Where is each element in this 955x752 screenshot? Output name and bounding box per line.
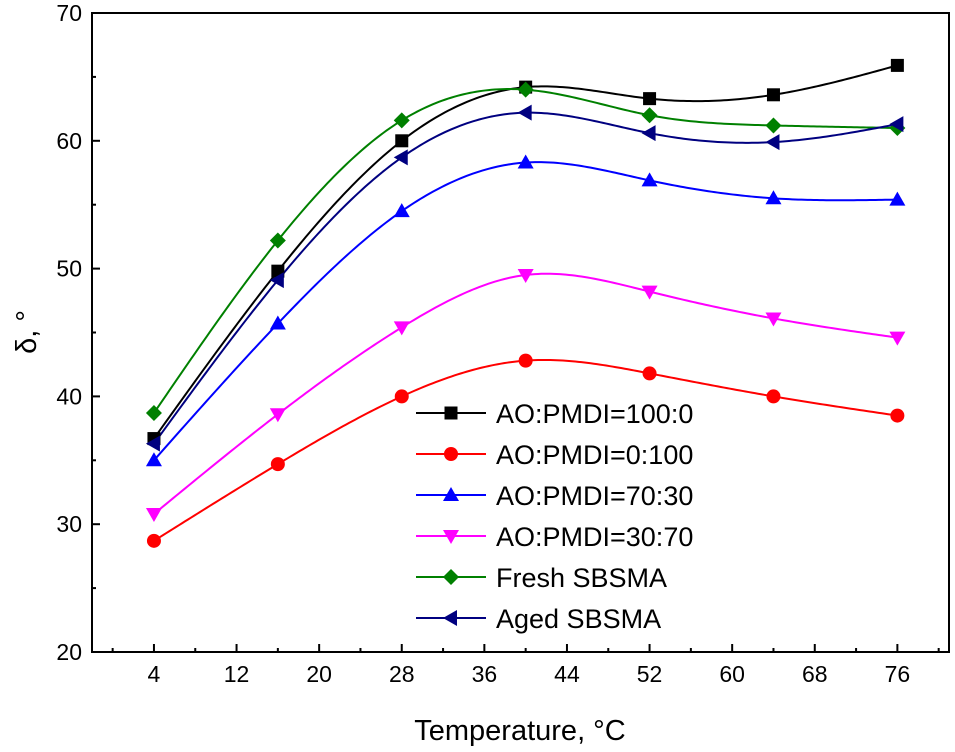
data-point: [766, 389, 781, 404]
y-axis-title: δ, °: [11, 310, 43, 354]
legend-label: AO:PMDI=70:30: [496, 481, 693, 511]
x-tick-label: 28: [389, 661, 415, 687]
data-point: [517, 268, 534, 283]
y-tick-label: 30: [56, 511, 82, 537]
data-point: [395, 134, 409, 148]
legend-marker: [444, 406, 458, 420]
data-point: [641, 125, 656, 142]
data-point: [765, 117, 782, 134]
legend-label: AO:PMDI=100:0: [496, 399, 693, 429]
data-point: [641, 285, 658, 300]
series-line-3: [153, 272, 898, 515]
legend: AO:PMDI=100:0 AO:PMDI=0:100 AO:PMDI=70:30 A…: [416, 399, 693, 634]
legend-marker: [444, 447, 458, 461]
legend-marker: [443, 569, 459, 585]
y-axis-ticks: 20 30 40 50 60 70: [56, 0, 100, 665]
data-point: [642, 366, 657, 381]
data-point: [393, 203, 410, 218]
data-point: [393, 321, 410, 336]
data-point: [641, 172, 658, 187]
data-point: [517, 81, 534, 98]
x-axis-title: Temperature, °C: [414, 715, 625, 747]
data-point: [643, 92, 657, 106]
data-point: [269, 272, 284, 289]
series-line-0: [153, 64, 898, 440]
data-point: [517, 154, 534, 169]
legend-label: Aged SBSMA: [496, 604, 661, 634]
data-point: [766, 88, 780, 102]
x-tick-label: 12: [224, 661, 250, 687]
legend-marker: [443, 487, 459, 501]
data-point: [889, 191, 906, 206]
legend-label: Fresh SBSMA: [496, 563, 667, 593]
y-tick-label: 60: [56, 128, 82, 154]
data-point: [269, 408, 286, 423]
y-tick-label: 20: [56, 639, 82, 665]
data-point: [641, 107, 658, 124]
data-point: [890, 58, 904, 72]
data-point: [145, 435, 160, 452]
x-tick-label: 68: [802, 661, 828, 687]
legend-label: AO:PMDI=0:100: [496, 440, 693, 470]
data-point: [269, 232, 286, 249]
data-point: [270, 457, 285, 472]
data-point: [765, 134, 780, 151]
data-point: [393, 149, 408, 166]
data-point: [145, 452, 162, 467]
y-tick-label: 40: [56, 383, 82, 409]
x-axis-ticks: 4 12 20 28 36 44 52 60 68 76: [111, 644, 940, 687]
x-tick-label: 52: [637, 661, 663, 687]
data-point: [145, 405, 162, 422]
data-point: [146, 533, 161, 548]
y-tick-label: 50: [56, 256, 82, 282]
x-tick-label: 36: [472, 661, 498, 687]
data-point: [394, 389, 409, 404]
x-tick-label: 76: [885, 661, 911, 687]
data-point: [518, 353, 533, 368]
y-tick-label: 70: [56, 0, 82, 26]
data-point: [765, 312, 782, 327]
series-markers: [145, 58, 906, 548]
legend-label: AO:PMDI=30:70: [496, 522, 693, 552]
data-point: [889, 331, 906, 346]
data-point: [393, 112, 410, 129]
legend-marker: [443, 610, 457, 626]
x-tick-label: 60: [719, 661, 745, 687]
x-tick-label: 44: [554, 661, 580, 687]
plot-frame: [91, 12, 950, 653]
x-tick-label: 4: [148, 661, 161, 687]
data-point: [145, 507, 162, 522]
data-point: [517, 104, 532, 121]
data-point: [269, 315, 286, 330]
data-point: [889, 116, 904, 133]
x-tick-label: 20: [306, 661, 332, 687]
data-point: [890, 408, 905, 423]
legend-marker: [443, 530, 459, 544]
data-point: [765, 190, 782, 205]
